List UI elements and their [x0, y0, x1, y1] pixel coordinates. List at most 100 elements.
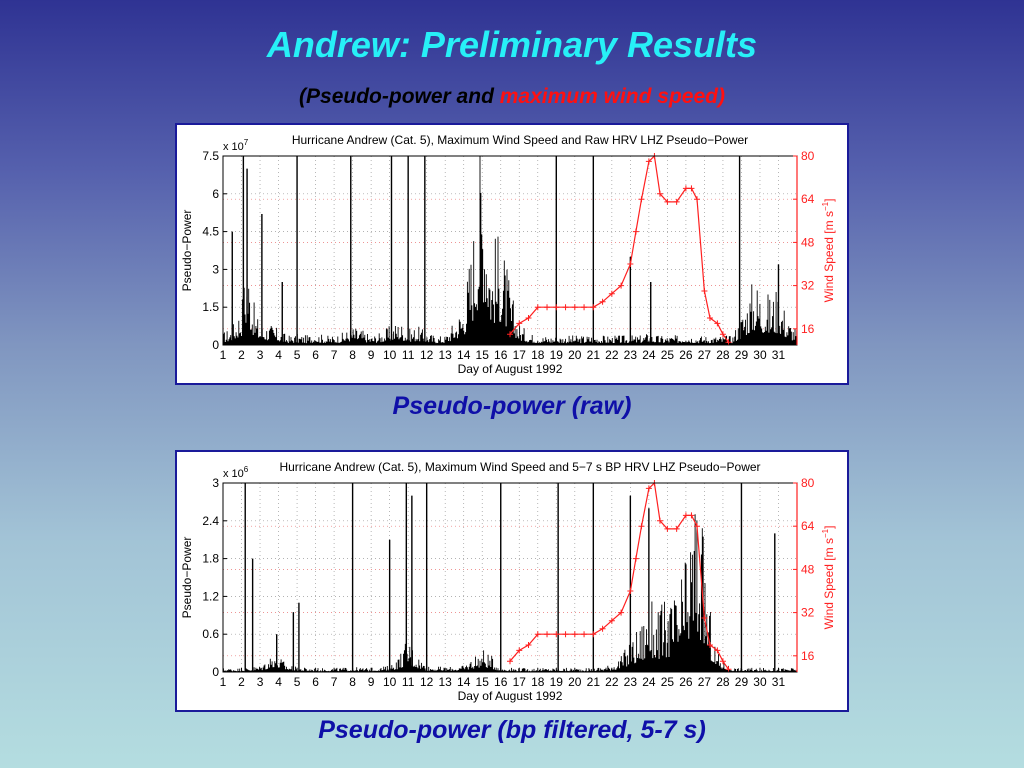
x-tick-label: 18: [531, 348, 545, 362]
x-tick-label: 4: [275, 675, 282, 689]
wind-speed-marker: [544, 304, 551, 311]
x-tick-label: 8: [349, 675, 356, 689]
wind-speed-marker: [682, 185, 689, 192]
x-tick-label: 20: [568, 675, 582, 689]
x-tick-label: 4: [275, 348, 282, 362]
y2-tick-label: 32: [801, 279, 815, 293]
wind-speed-marker: [516, 320, 523, 327]
wind-speed-marker: [544, 631, 551, 638]
raw-pseudo-power-chart: Hurricane Andrew (Cat. 5), Maximum Wind …: [180, 133, 836, 376]
x-tick-label: 1: [220, 348, 227, 362]
x-tick-label: 30: [753, 348, 767, 362]
wind-speed-marker: [507, 331, 513, 338]
wind-speed-marker: [553, 631, 560, 638]
wind-speed-marker: [682, 512, 689, 519]
x-tick-label: 27: [698, 675, 712, 689]
x-tick-label: 29: [735, 675, 749, 689]
wind-speed-marker: [725, 339, 732, 346]
x-axis-label: Day of August 1992: [458, 362, 563, 376]
pseudo-power-series: [223, 156, 798, 345]
x-tick-label: 15: [476, 675, 490, 689]
x-tick-label: 14: [457, 675, 471, 689]
wind-speed-marker: [725, 666, 732, 673]
y-tick-label: 1.2: [202, 589, 219, 603]
y2-tick-label: 80: [801, 476, 815, 490]
y2-tick-label: 48: [801, 235, 815, 249]
y-multiplier-exponent: 6: [244, 465, 249, 474]
x-tick-label: 21: [587, 675, 601, 689]
x-tick-label: 13: [439, 675, 453, 689]
wind-speed-marker: [706, 642, 713, 648]
wind-speed-marker: [590, 631, 597, 638]
wind-speed-marker: [525, 315, 532, 321]
wind-speed-marker: [688, 185, 695, 192]
y-multiplier-label: x 107: [223, 138, 249, 153]
y-tick-label: 1.5: [202, 300, 219, 314]
x-tick-label: 17: [513, 348, 527, 362]
y-tick-label: 7.5: [202, 149, 219, 163]
x-tick-label: 10: [383, 675, 397, 689]
y2-tick-label: 32: [801, 606, 815, 620]
slide-title: Andrew: Preliminary Results: [266, 24, 758, 65]
x-tick-label: 14: [457, 348, 471, 362]
x-tick-label: 15: [476, 348, 490, 362]
y-tick-label: 0: [212, 338, 219, 352]
x-tick-label: 23: [624, 675, 638, 689]
y-tick-label: 3: [212, 476, 219, 490]
wind-speed-marker: [571, 304, 578, 311]
y2-axis-label: Wind Speed [m s−1]: [821, 526, 836, 630]
x-tick-label: 3: [257, 348, 264, 362]
x-tick-label: 24: [642, 675, 656, 689]
y-tick-label: 6: [212, 187, 219, 201]
x-tick-label: 2: [238, 675, 245, 689]
wind-speed-marker: [618, 282, 625, 289]
pseudo-power-trace: [223, 514, 798, 672]
wind-speed-marker: [688, 512, 695, 519]
x-tick-label: 3: [257, 675, 264, 689]
x-tick-label: 12: [420, 348, 434, 362]
x-tick-label: 23: [624, 348, 638, 362]
wind-speed-marker: [706, 315, 713, 321]
chart-panel-filtered: Hurricane Andrew (Cat. 5), Maximum Wind …: [175, 450, 849, 712]
x-tick-label: 24: [642, 348, 656, 362]
y-tick-label: 0.6: [202, 627, 219, 641]
y-axis-label: Pseudo−Power: [180, 210, 194, 292]
x-tick-label: 31: [772, 348, 786, 362]
wind-speed-marker: [562, 631, 569, 638]
caption-filtered: Pseudo-power (bp filtered, 5-7 s): [318, 716, 706, 744]
wind-speed-marker: [553, 304, 560, 311]
x-tick-label: 16: [494, 675, 508, 689]
y-tick-label: 3: [212, 262, 219, 276]
wind-speed-series: [507, 153, 732, 346]
y-tick-label: 2.4: [202, 514, 219, 528]
wind-speed-marker: [645, 158, 652, 165]
y2-axis-label-text: Wind Speed [m s: [822, 211, 836, 302]
wind-speed-marker: [645, 485, 652, 492]
chart-title: Hurricane Andrew (Cat. 5), Maximum Wind …: [292, 133, 748, 147]
y-tick-label: 1.8: [202, 552, 219, 566]
x-tick-label: 10: [383, 348, 397, 362]
subtitle-part-wind-speed: maximum wind speed): [499, 85, 725, 108]
wind-speed-marker: [638, 523, 645, 530]
x-tick-label: 25: [661, 675, 675, 689]
y2-axis-label-exponent: −1: [821, 528, 830, 538]
wind-speed-marker: [694, 196, 701, 203]
wind-speed-marker: [507, 658, 513, 665]
filtered-pseudo-power-chart: Hurricane Andrew (Cat. 5), Maximum Wind …: [180, 460, 836, 703]
wind-speed-marker: [599, 625, 606, 632]
y2-tick-label: 80: [801, 149, 815, 163]
x-tick-label: 26: [679, 675, 693, 689]
y2-axis-label-close: ]: [822, 526, 836, 529]
x-tick-label: 22: [605, 348, 619, 362]
wind-speed-marker: [534, 304, 541, 311]
y-multiplier-exponent: 7: [244, 138, 249, 147]
y2-tick-label: 64: [801, 519, 815, 533]
wind-speed-marker: [664, 198, 671, 205]
x-tick-label: 20: [568, 348, 582, 362]
y2-axis-label-exponent: −1: [821, 201, 830, 211]
x-tick-label: 26: [679, 348, 693, 362]
wind-speed-marker: [599, 298, 606, 305]
y2-axis-label: Wind Speed [m s−1]: [821, 199, 836, 303]
wind-speed-marker: [627, 261, 634, 267]
y-axis-label: Pseudo−Power: [180, 537, 194, 619]
